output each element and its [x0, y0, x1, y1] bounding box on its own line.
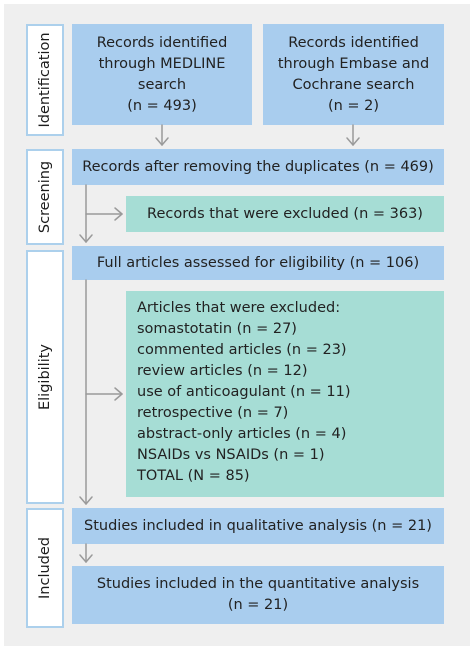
after-duplicates-box: Records after removing the duplicates (n… — [72, 149, 444, 185]
list-item: commented articles (n = 23) — [137, 342, 347, 358]
full-articles-box: Full articles assessed for eligibility (… — [72, 246, 444, 280]
flow-diagram: Identification Screening Eligibility Inc… — [4, 4, 470, 646]
stage-identification: Identification — [26, 24, 64, 136]
list-item: abstract-only articles (n = 4) — [137, 426, 347, 442]
stage-included: Included — [26, 508, 64, 628]
excluded-articles-box: Articles that were excluded: somastotati… — [126, 291, 444, 497]
excluded-articles-title: Articles that were excluded: — [137, 300, 341, 316]
list-item: NSAIDs vs NSAIDs (n = 1) — [137, 447, 325, 463]
list-item: use of anticoagulant (n = 11) — [137, 384, 351, 400]
quantitative-analysis-box: Studies included in the quantitative ana… — [72, 566, 444, 624]
list-item: somastotatin (n = 27) — [137, 321, 297, 337]
list-item: TOTAL (N = 85) — [137, 468, 250, 484]
medline-records-box: Records identified through MEDLINE searc… — [72, 24, 252, 125]
stage-screening: Screening — [26, 149, 64, 245]
stage-eligibility: Eligibility — [26, 250, 64, 504]
flow-arrows — [79, 124, 360, 563]
embase-records-box: Records identified through Embase and Co… — [263, 24, 444, 125]
excluded-records-box: Records that were excluded (n = 363) — [126, 196, 444, 232]
list-item: retrospective (n = 7) — [137, 405, 289, 421]
qualitative-analysis-box: Studies included in qualitative analysis… — [72, 508, 444, 544]
list-item: review articles (n = 12) — [137, 363, 308, 379]
